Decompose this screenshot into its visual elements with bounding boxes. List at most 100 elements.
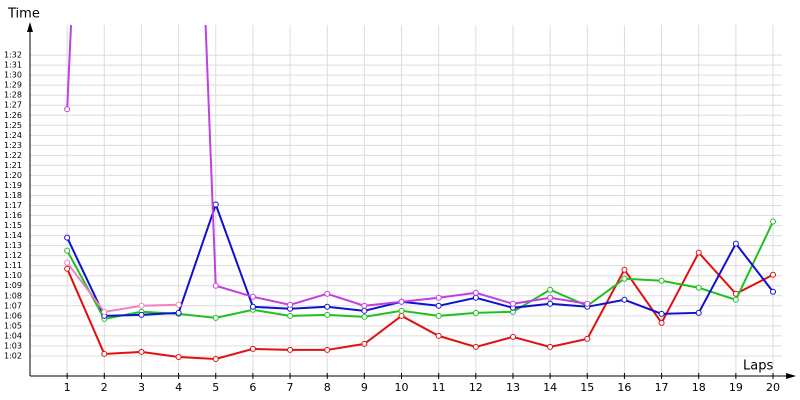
data-point [695, 249, 702, 256]
y-tick-label: 1:15 [4, 221, 22, 230]
x-tick-label: 3 [138, 381, 145, 394]
y-tick-label: 1:04 [4, 331, 22, 340]
data-point [547, 286, 554, 293]
data-point [435, 312, 442, 319]
data-point [175, 353, 182, 360]
y-tick-label: 1:14 [4, 231, 22, 240]
data-point [324, 303, 331, 310]
data-point [212, 282, 219, 289]
y-tick-label: 1:06 [4, 311, 22, 320]
data-point [770, 288, 777, 295]
y-tick-label: 1:19 [4, 181, 22, 190]
x-tick-label: 14 [543, 381, 557, 394]
y-tick-label: 1:17 [4, 201, 22, 210]
x-tick-label: 9 [361, 381, 368, 394]
data-point [324, 290, 331, 297]
data-point [249, 293, 256, 300]
y-tick-label: 1:21 [4, 161, 22, 170]
x-tick-label: 12 [469, 381, 483, 394]
y-tick-label: 1:29 [4, 81, 22, 90]
data-point [138, 302, 145, 309]
data-point [770, 271, 777, 278]
data-point [101, 350, 108, 357]
y-tick-label: 1:08 [4, 291, 22, 300]
data-point [64, 247, 71, 254]
data-point [547, 300, 554, 307]
y-tick-label: 1:20 [4, 171, 22, 180]
x-tick-label: 6 [249, 381, 256, 394]
data-point [249, 303, 256, 310]
data-point [472, 309, 479, 316]
y-tick-label: 1:12 [4, 251, 22, 260]
y-tick-label: 1:11 [4, 261, 22, 270]
data-point [398, 307, 405, 314]
data-point [621, 275, 628, 282]
data-point [435, 332, 442, 339]
x-tick-label: 11 [432, 381, 446, 394]
x-axis-arrow [786, 373, 796, 379]
data-point [175, 309, 182, 316]
x-tick-label: 1 [64, 381, 71, 394]
data-point [658, 319, 665, 326]
data-point [361, 307, 368, 314]
plot-area [64, 25, 777, 362]
y-tick-label: 1:10 [4, 271, 22, 280]
data-point [621, 266, 628, 273]
data-point [287, 346, 294, 353]
x-tick-label: 2 [101, 381, 108, 394]
data-point [695, 284, 702, 291]
x-tick-label: 19 [729, 381, 743, 394]
data-point [212, 314, 219, 321]
data-point [621, 296, 628, 303]
y-tick-label: 1:27 [4, 101, 22, 110]
y-tick-label: 1:26 [4, 111, 22, 120]
data-point [435, 294, 442, 301]
y-tick-label: 1:16 [4, 211, 22, 220]
y-tick-label: 1:25 [4, 121, 22, 130]
x-tick-label: 13 [506, 381, 520, 394]
data-point [249, 345, 256, 352]
y-tick-label: 1:13 [4, 241, 22, 250]
x-tick-label: 8 [324, 381, 331, 394]
y-tick-label: 1:07 [4, 301, 22, 310]
data-point [101, 308, 108, 315]
data-point [547, 294, 554, 301]
y-axis-label: Time [7, 7, 40, 22]
data-point [287, 312, 294, 319]
x-tick-label: 4 [175, 381, 182, 394]
data-point [361, 313, 368, 320]
x-axis-label: Laps [743, 359, 773, 374]
x-tick-label: 17 [655, 381, 669, 394]
data-point [212, 355, 219, 362]
y-tick-label: 1:05 [4, 321, 22, 330]
data-point [398, 298, 405, 305]
data-point [509, 333, 516, 340]
data-point [732, 296, 739, 303]
data-point [361, 302, 368, 309]
x-tick-label: 18 [692, 381, 706, 394]
data-point [584, 335, 591, 342]
y-axis-arrow [27, 22, 33, 32]
data-point [658, 310, 665, 317]
x-tick-label: 16 [617, 381, 631, 394]
y-tick-label: 1:22 [4, 151, 22, 160]
series-line [66, 262, 179, 313]
series-line [66, 201, 774, 317]
data-point [547, 343, 554, 350]
x-tick-label: 20 [766, 381, 780, 394]
data-point [64, 106, 71, 113]
data-point [138, 311, 145, 318]
data-point [64, 234, 71, 241]
data-point [175, 301, 182, 308]
y-tick-label: 1:09 [4, 281, 22, 290]
x-tick-label: 15 [580, 381, 594, 394]
data-point [584, 300, 591, 307]
y-tick-label: 1:30 [4, 71, 22, 80]
y-tick-label: 1:18 [4, 191, 22, 200]
y-tick-label: 1:32 [4, 51, 22, 60]
series-line [66, 221, 774, 320]
x-tick-label: 7 [287, 381, 294, 394]
y-tick-label: 1:02 [4, 351, 22, 360]
data-point [64, 259, 71, 266]
